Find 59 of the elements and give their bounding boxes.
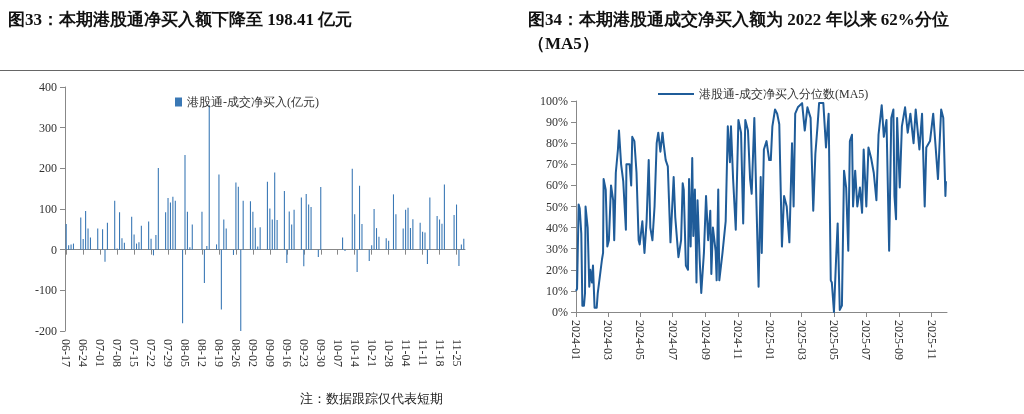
x-tick-label: 06-17 [59, 339, 74, 367]
y-tick-label: 100% [540, 94, 568, 108]
x-tick-label: 08-19 [211, 339, 226, 367]
x-tick-label: 09-23 [296, 339, 311, 367]
y-tick-label: 70% [546, 157, 568, 172]
y-tick-label: 30% [546, 241, 568, 256]
x-tick-label: 2025-09 [892, 320, 907, 360]
x-tick-label: 07-15 [127, 339, 142, 367]
y-tick-label: 60% [546, 178, 568, 193]
x-tick-label: 10-28 [381, 339, 396, 367]
x-tick-label: 2025-01 [763, 320, 778, 360]
y-tick-label: 20% [546, 262, 568, 277]
y-tick-label: 200 [39, 161, 57, 176]
y-tick-label: 10% [546, 283, 568, 298]
x-tick-label: 2025-05 [826, 320, 841, 360]
x-tick-label: 11-18 [432, 339, 447, 367]
x-tick-label: 11-04 [398, 339, 413, 367]
legend-label: 港股通-成交净买入分位数(MA5) [699, 87, 869, 101]
x-tick-label: 2024-05 [633, 320, 648, 360]
x-tick-label: 2024-03 [600, 320, 615, 360]
y-tick-label: 400 [39, 80, 57, 94]
chart-title: 图33：本期港股通净买入额下降至 198.41 亿元 [8, 9, 354, 31]
x-tick-label: 09-09 [262, 339, 277, 367]
y-tick-label: 300 [39, 120, 57, 135]
x-tick-label: 07-29 [161, 339, 176, 367]
x-tick-label: 06-24 [76, 339, 91, 367]
legend-label: 港股通-成交净买入(亿元) [187, 95, 319, 109]
x-tick-label: 08-26 [228, 339, 243, 367]
x-tick-label: 2025-07 [859, 320, 874, 360]
x-tick-label: 10-07 [330, 339, 345, 367]
x-tick-label: 08-05 [178, 339, 192, 367]
y-tick-label: -200 [35, 324, 57, 338]
y-tick-label: 100 [39, 202, 57, 216]
x-tick-label: 09-02 [245, 339, 260, 367]
x-tick-label: 07-01 [93, 339, 108, 367]
y-tick-label: 50% [546, 199, 568, 214]
x-tick-label: 10-14 [347, 339, 362, 367]
x-tick-label: 11-11 [415, 339, 430, 367]
x-tick-label: 11-25 [449, 339, 464, 367]
y-tick-label: -100 [35, 283, 57, 298]
y-tick-label: 80% [546, 136, 568, 151]
chart-title: 图34：本期港股通成交净买入额为 2022 年以来 62%分位（MA5） [528, 9, 950, 55]
x-tick-label: 08-12 [194, 339, 209, 367]
y-tick-label: 0 [51, 242, 57, 257]
x-tick-label: 09-16 [279, 339, 294, 367]
text: 注：数据跟踪仅代表短期 [300, 390, 443, 408]
x-tick-label: 09-30 [313, 339, 328, 367]
y-tick-label: 90% [546, 115, 568, 130]
x-tick-label: 2025-03 [794, 320, 809, 360]
y-tick-label: 40% [546, 220, 568, 235]
x-tick-label: 2024-01 [569, 320, 583, 360]
x-tick-label: 2024-07 [665, 320, 680, 360]
x-tick-label: 2024-09 [698, 320, 713, 360]
x-tick-label: 2024-11 [730, 320, 745, 360]
x-tick-label: 10-21 [364, 339, 379, 367]
y-tick-label: 0% [552, 305, 568, 319]
x-tick-label: 2025-11 [924, 320, 939, 360]
x-tick-label: 07-08 [110, 339, 125, 367]
x-tick-label: 07-22 [144, 339, 159, 367]
